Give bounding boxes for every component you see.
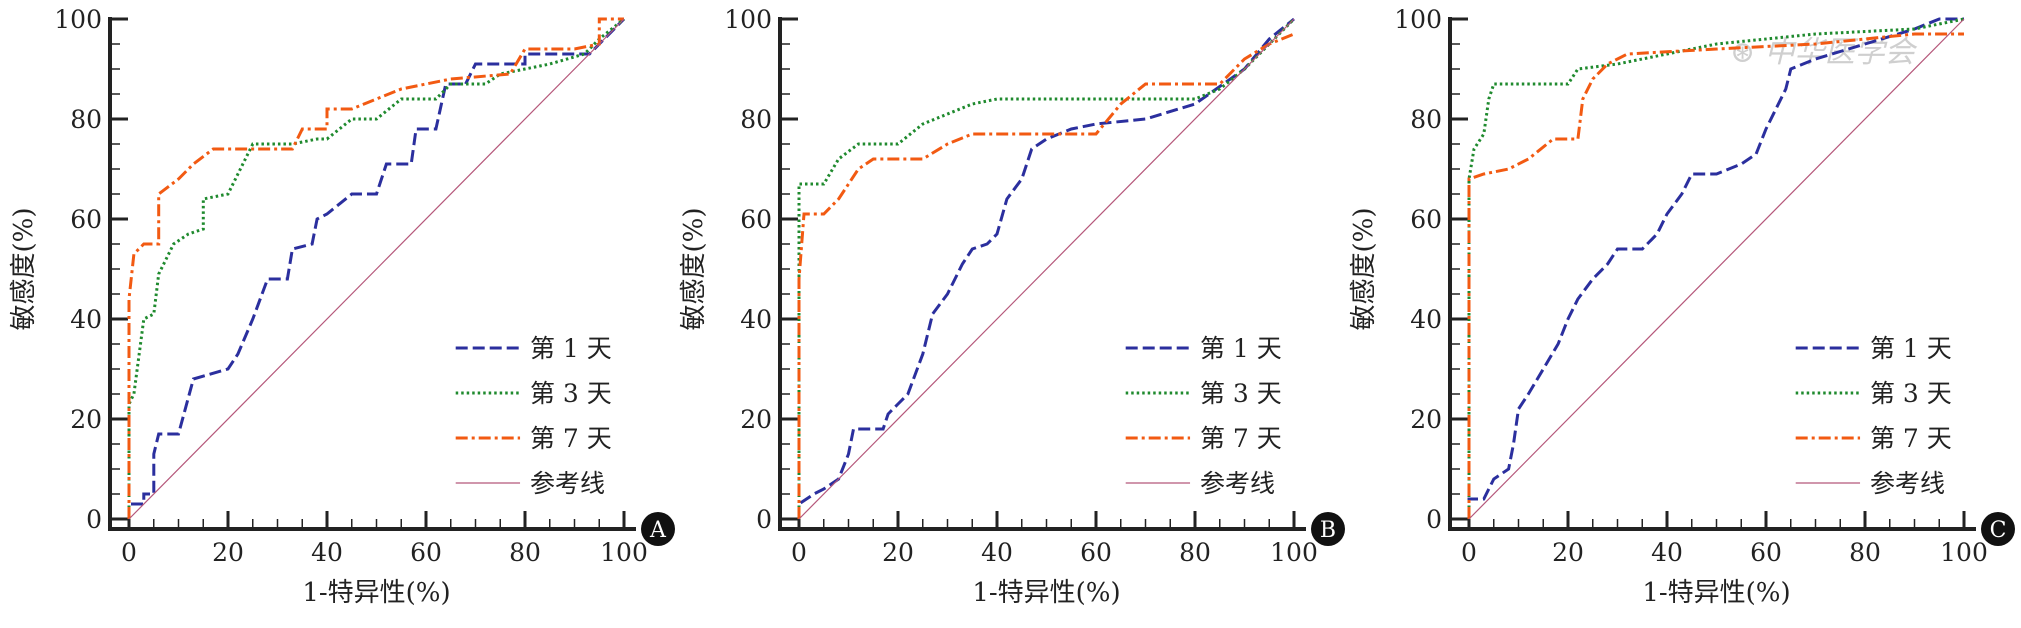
series-line-3 <box>1467 32 1964 519</box>
x-tick-label: 0 <box>1461 538 1477 567</box>
panel-badge <box>1981 512 2015 546</box>
series-line-2 <box>127 17 625 519</box>
x-tick-label: 0 <box>121 538 137 567</box>
series-line-4 <box>798 18 1295 520</box>
y-tick-label: 0 <box>86 505 102 534</box>
legend-label: 第 7 天 <box>530 424 612 453</box>
y-tick-label: 20 <box>740 405 772 434</box>
x-tick-label: 20 <box>882 538 914 567</box>
legend-label: 参考线 <box>1870 469 1945 498</box>
x-tick-label: 100 <box>1270 538 1318 567</box>
series-line-4 <box>128 18 625 520</box>
x-axis-label: 1-特异性(%) <box>972 578 1120 608</box>
x-tick-label: 60 <box>410 538 442 567</box>
y-tick-label: 60 <box>70 205 102 234</box>
y-tick-label: 100 <box>724 5 772 34</box>
series-line-1 <box>127 17 626 519</box>
x-tick-label: 60 <box>1750 538 1782 567</box>
x-tick-label: 80 <box>1849 538 1881 567</box>
series-line-3 <box>797 32 1295 519</box>
legend-label: 第 3 天 <box>1870 379 1952 408</box>
y-tick-label: 0 <box>756 505 772 534</box>
y-tick-label: 80 <box>70 105 102 134</box>
series-line-1 <box>797 17 1295 519</box>
x-tick-label: 80 <box>509 538 541 567</box>
y-axis-label: 敏感度(%) <box>9 208 39 331</box>
x-tick-label: 40 <box>311 538 343 567</box>
x-tick-label: 40 <box>981 538 1013 567</box>
legend-label: 第 1 天 <box>1200 334 1282 363</box>
x-tick-label: 100 <box>600 538 648 567</box>
panel-C: 0 20 40 60 80 100 0 20 40 60 80 100 1-特异性(%) 敏感度(%) 第 … <box>1349 5 2015 608</box>
watermark-logo: ⊛ 中华医学会 <box>1730 35 1918 70</box>
x-tick-label: 40 <box>1651 538 1683 567</box>
series-line-2 <box>1467 17 1965 519</box>
y-tick-label: 80 <box>1410 105 1442 134</box>
series-line-2 <box>797 17 1296 519</box>
x-tick-label: 80 <box>1179 538 1211 567</box>
x-tick-label: 0 <box>791 538 807 567</box>
panel-letter: A <box>649 518 667 543</box>
legend-label: 第 1 天 <box>530 334 612 363</box>
y-tick-label: 40 <box>1410 305 1442 334</box>
y-tick-label: 100 <box>54 5 102 34</box>
legend-label: 第 3 天 <box>1200 379 1282 408</box>
panel-A: 0 20 40 60 80 100 0 20 40 60 80 100 1-特异性(%) 敏感度(%) 第 … <box>9 5 675 608</box>
x-tick-label: 60 <box>1080 538 1112 567</box>
panel-B: 0 20 40 60 80 100 0 20 40 60 80 100 1-特异性(%) 敏感度(%) 第 … <box>679 5 1345 608</box>
panel-badge <box>1311 512 1345 546</box>
y-tick-label: 60 <box>1410 205 1442 234</box>
series-line-4 <box>1468 18 1965 520</box>
x-axis-label: 1-特异性(%) <box>302 578 450 608</box>
legend-label: 第 3 天 <box>530 379 612 408</box>
y-tick-label: 60 <box>740 205 772 234</box>
panel-letter: B <box>1320 518 1336 543</box>
y-tick-label: 0 <box>1426 505 1442 534</box>
y-tick-label: 40 <box>70 305 102 334</box>
legend-label: 参考线 <box>1200 469 1275 498</box>
x-tick-label: 20 <box>212 538 244 567</box>
y-tick-label: 100 <box>1394 5 1442 34</box>
panel-badge <box>641 512 675 546</box>
legend-label: 第 7 天 <box>1200 424 1282 453</box>
series-line-1 <box>1467 17 1964 519</box>
x-tick-label: 20 <box>1552 538 1584 567</box>
y-tick-label: 20 <box>1410 405 1442 434</box>
y-tick-label: 40 <box>740 305 772 334</box>
panel-letter: C <box>1990 518 2007 543</box>
x-tick-label: 100 <box>1940 538 1988 567</box>
y-axis-label: 敏感度(%) <box>679 208 709 331</box>
y-tick-label: 80 <box>740 105 772 134</box>
y-axis-label: 敏感度(%) <box>1349 208 1379 331</box>
y-tick-label: 20 <box>70 405 102 434</box>
legend-label: 第 7 天 <box>1870 424 1952 453</box>
legend-label: 第 1 天 <box>1870 334 1952 363</box>
x-axis-label: 1-特异性(%) <box>1642 578 1790 608</box>
legend-label: 参考线 <box>530 469 605 498</box>
